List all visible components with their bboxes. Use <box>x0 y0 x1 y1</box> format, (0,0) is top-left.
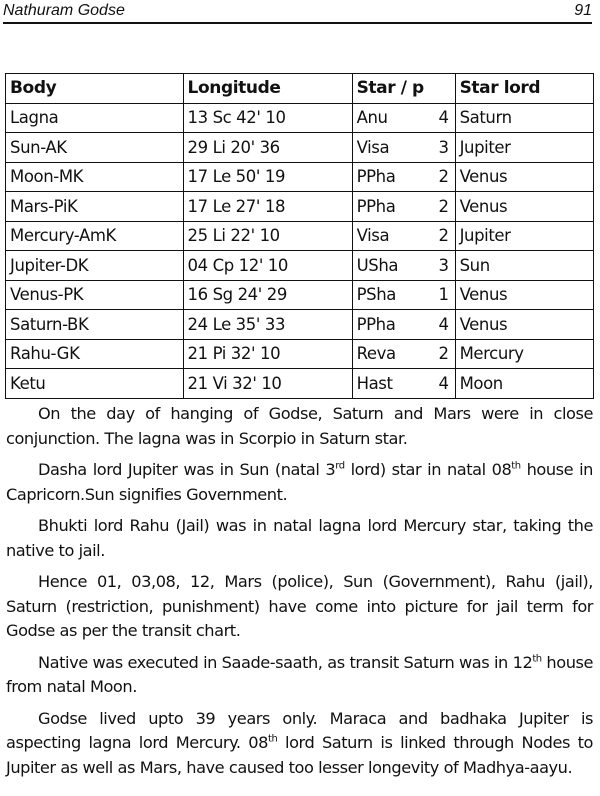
table-row: Mars-PiK 17 Le 27' 18 PPha 2 Venus <box>5 191 595 222</box>
table-row: Lagna 13 Sc 42' 10 Anu 4 Saturn <box>5 102 595 133</box>
cell-longitude: 17 Le 27' 18 <box>182 191 353 222</box>
page-number: 91 <box>574 2 592 19</box>
table-row: Jupiter-DK 04 Cp 12' 10 USha 3 Sun <box>5 250 595 281</box>
table-row: Sun-AK 29 Li 20' 36 Visa 3 Jupiter <box>5 132 595 163</box>
table-row: Venus-PK 16 Sg 24' 29 PSha 1 Venus <box>5 279 595 310</box>
paragraph: On the day of hanging of Godse, Saturn a… <box>6 404 593 448</box>
paragraph: Godse lived upto 39 years only. Maraca a… <box>6 707 593 781</box>
cell-longitude: 24 Le 35' 33 <box>182 309 353 340</box>
cell-star-lord: Sun <box>454 250 595 281</box>
cell-pada: 4 <box>424 102 456 133</box>
cell-longitude: 29 Li 20' 36 <box>182 132 353 163</box>
cell-star: PPha <box>351 191 425 222</box>
running-header: Nathuram Godse 91 <box>3 0 592 24</box>
cell-star: PPha <box>351 309 425 340</box>
cell-longitude: 16 Sg 24' 29 <box>182 279 353 310</box>
cell-longitude: 04 Cp 12' 10 <box>182 250 353 281</box>
cell-star-lord: Jupiter <box>454 132 595 163</box>
cell-pada: 3 <box>424 250 456 281</box>
cell-star-lord: Moon <box>454 368 595 399</box>
cell-body: Mars-PiK <box>5 191 184 222</box>
table-header-row: Body Longitude Star / p Star lord <box>5 73 595 104</box>
cell-body: Saturn-BK <box>5 309 184 340</box>
body-text: On the day of hanging of Godse, Saturn a… <box>6 402 593 787</box>
superscript: rd <box>335 460 345 472</box>
cell-star-lord: Jupiter <box>454 220 595 251</box>
cell-body: Moon-MK <box>5 161 184 192</box>
cell-body: Sun-AK <box>5 132 184 163</box>
cell-star-lord: Venus <box>454 161 595 192</box>
text: Dasha lord Jupiter was in Sun (natal 3 <box>38 460 336 479</box>
cell-star-lord: Venus <box>454 191 595 222</box>
paragraph: Native was executed in Saade-saath, as t… <box>6 651 593 700</box>
col-star-pada: Star / p <box>351 73 456 104</box>
cell-pada: 4 <box>424 368 456 399</box>
cell-star: Visa <box>351 132 425 163</box>
table-row: Moon-MK 17 Le 50' 19 PPha 2 Venus <box>5 161 595 192</box>
text: Godse lived upto 39 years only. Maraca a… <box>6 708 593 753</box>
paragraph: Bhukti lord Rahu (Jail) was in natal lag… <box>6 516 593 560</box>
text: lord Saturn is linked through Nodes to J… <box>6 733 593 777</box>
col-longitude: Longitude <box>182 73 353 104</box>
text: lord) star in natal 08 <box>344 460 512 479</box>
text: house from natal Moon. <box>6 652 593 697</box>
cell-star: Visa <box>351 220 425 251</box>
cell-star-lord: Venus <box>454 279 595 310</box>
cell-pada: 2 <box>424 220 456 251</box>
superscript: th <box>532 653 542 665</box>
cell-body: Jupiter-DK <box>5 250 184 281</box>
cell-body: Venus-PK <box>5 279 184 310</box>
cell-star: PSha <box>351 279 425 310</box>
cell-pada: 1 <box>424 279 456 310</box>
superscript: th <box>268 733 278 745</box>
superscript: th <box>511 460 521 472</box>
cell-longitude: 17 Le 50' 19 <box>182 161 353 192</box>
cell-pada: 2 <box>424 191 456 222</box>
paragraph: Dasha lord Jupiter was in Sun (natal 3rd… <box>6 458 593 507</box>
cell-star: Hast <box>351 368 425 399</box>
cell-pada: 2 <box>424 161 456 192</box>
cell-body: Lagna <box>5 102 184 133</box>
table-row: Rahu-GK 21 Pi 32' 10 Reva 2 Mercury <box>5 338 595 369</box>
cell-longitude: 13 Sc 42' 10 <box>182 102 353 133</box>
cell-longitude: 25 Li 22' 10 <box>182 220 353 251</box>
cell-star-lord: Mercury <box>454 338 595 369</box>
col-body: Body <box>5 73 184 104</box>
cell-longitude: 21 Vi 32' 10 <box>182 368 353 399</box>
cell-body: Rahu-GK <box>5 338 184 369</box>
text: house in Capricorn.Sun signifies Governm… <box>6 460 593 504</box>
cell-star: Reva <box>351 338 425 369</box>
cell-star-lord: Venus <box>454 309 595 340</box>
text: Native was executed in Saade-saath, as t… <box>38 652 533 672</box>
cell-pada: 3 <box>424 132 456 163</box>
cell-longitude: 21 Pi 32' 10 <box>182 338 353 369</box>
planet-positions-table: Body Longitude Star / p Star lord Lagna 1… <box>5 73 595 399</box>
table-row: Ketu 21 Vi 32' 10 Hast 4 Moon <box>5 368 595 399</box>
col-star-lord: Star lord <box>454 73 595 104</box>
header-title: Nathuram Godse <box>3 2 125 19</box>
cell-body: Mercury-AmK <box>5 220 184 251</box>
cell-pada: 2 <box>424 338 456 369</box>
cell-star: PPha <box>351 161 425 192</box>
cell-star: USha <box>351 250 425 281</box>
cell-star: Anu <box>351 102 425 133</box>
paragraph: Hence 01, 03,08, 12, Mars (police), Sun … <box>6 572 593 640</box>
table-row: Mercury-AmK 25 Li 22' 10 Visa 2 Jupiter <box>5 220 595 251</box>
cell-body: Ketu <box>5 368 184 399</box>
table-row: Saturn-BK 24 Le 35' 33 PPha 4 Venus <box>5 309 595 340</box>
cell-star-lord: Saturn <box>454 102 595 133</box>
cell-pada: 4 <box>424 309 456 340</box>
